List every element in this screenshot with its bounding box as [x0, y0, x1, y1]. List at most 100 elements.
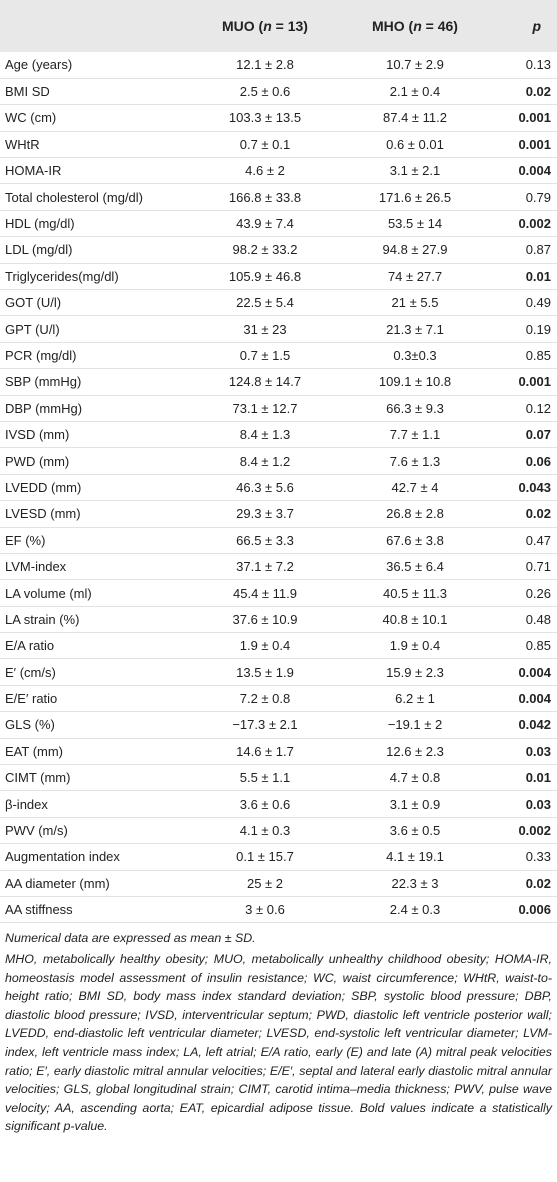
table-cell: −19.1 ± 2: [387, 717, 443, 733]
table-cell: 171.6 ± 26.5: [378, 189, 452, 205]
table-row: HDL (mg/dl) 43.9 ± 7.4 53.5 ± 14 0.002: [0, 210, 557, 237]
table-cell: 0.85: [525, 638, 551, 654]
table-cell: 15.9 ± 2.3: [386, 664, 444, 680]
table-row: Total cholesterol (mg/dl) 166.8 ± 33.8 171…: [0, 184, 557, 211]
table-row: GLS (%) −17.3 ± 2.1 −19.1 ± 2 0.042: [0, 712, 557, 739]
data-table: MUO (n = 13) MHO (n = 46) p Age (years) 12.…: [0, 0, 557, 923]
table-cell: β-index: [5, 796, 48, 812]
table-row: CIMT (mm) 5.5 ± 1.1 4.7 ± 0.8 0.01: [0, 765, 557, 791]
table-cell: LDL (mg/dl): [5, 242, 73, 258]
table-cell: 73.1 ± 12.7: [232, 400, 298, 416]
table-cell: 10.7 ± 2.9: [386, 57, 444, 73]
table-row: GPT (U/l) 31 ± 23 21.3 ± 7.1 0.19: [0, 316, 557, 343]
table-row: Augmentation index 0.1 ± 15.7 4.1 ± 19.1 0.…: [0, 844, 557, 871]
table-row: E/E′ ratio 7.2 ± 0.8 6.2 ± 1 0.004: [0, 685, 557, 712]
table-cell: 25 ± 2: [246, 875, 284, 891]
table-cell: 0.26: [525, 585, 551, 601]
table-cell: 0.1 ± 15.7: [236, 849, 294, 865]
table-cell: 98.2 ± 33.2: [232, 242, 298, 258]
table-cell: 22.5 ± 5.4: [236, 295, 294, 311]
table-cell: BMI SD: [5, 84, 50, 100]
table-cell: 0.002: [518, 823, 551, 839]
table-cell: 2.5 ± 0.6: [239, 84, 291, 100]
table-cell: 0.004: [518, 664, 551, 680]
table-cell: 0.006: [518, 902, 551, 918]
table-cell: 67.6 ± 3.8: [386, 532, 444, 548]
table-cell: LA strain (%): [5, 611, 80, 627]
table-cell: LA volume (ml): [5, 585, 92, 601]
table-cell: 0.85: [525, 347, 551, 363]
table-row: EF (%) 66.5 ± 3.3 67.6 ± 3.8 0.47: [0, 527, 557, 554]
table-row: LVEDD (mm) 46.3 ± 5.6 42.7 ± 4 0.043: [0, 474, 557, 501]
table-row: Triglycerides(mg/dl) 105.9 ± 46.8 74 ± 27.…: [0, 263, 557, 290]
table-cell: PWD (mm): [5, 453, 70, 469]
table-cell: WC (cm): [5, 110, 57, 126]
table-row: HOMA-IR 4.6 ± 2 3.1 ± 2.1 0.004: [0, 158, 557, 184]
table-cell: 0.043: [518, 479, 551, 495]
table-cell: 66.5 ± 3.3: [236, 532, 294, 548]
table-cell: WHtR: [5, 136, 40, 152]
header-text: n: [263, 18, 272, 34]
table-cell: 46.3 ± 5.6: [236, 479, 294, 495]
table-cell: 0.49: [525, 295, 551, 311]
table-cell: 0.042: [518, 717, 551, 733]
header-text: n: [413, 18, 422, 34]
table-row: LA volume (ml) 45.4 ± 11.9 40.5 ± 11.3 0.26: [0, 580, 557, 607]
table-cell: 29.3 ± 3.7: [236, 506, 294, 522]
table-cell: 74 ± 27.7: [387, 268, 443, 284]
table-cell: 124.8 ± 14.7: [228, 374, 302, 390]
table-cell: GLS (%): [5, 717, 55, 733]
table-cell: 0.06: [525, 453, 551, 469]
table-cell: 94.8 ± 27.9: [382, 242, 448, 258]
table-cell: 3.6 ± 0.6: [239, 796, 291, 812]
table-cell: 3.6 ± 0.5: [389, 823, 441, 839]
header-cell: MUO (n = 13): [190, 0, 340, 52]
table-cell: 13.5 ± 1.9: [236, 664, 294, 680]
table-cell: EF (%): [5, 532, 46, 548]
table-cell: 7.7 ± 1.1: [389, 427, 441, 443]
table-row: LVM-index 37.1 ± 7.2 36.5 ± 6.4 0.71: [0, 553, 557, 580]
table-cell: 105.9 ± 46.8: [228, 268, 302, 284]
header-cell: p: [490, 0, 557, 52]
table-cell: 0.03: [525, 743, 551, 759]
table-cell: 0.13: [525, 57, 551, 73]
table-cell: SBP (mmHg): [5, 374, 82, 390]
table-cell: 8.4 ± 1.3: [239, 427, 291, 443]
table-cell: DBP (mmHg): [5, 400, 83, 416]
table-cell: Triglycerides(mg/dl): [5, 268, 119, 284]
table-cell: 40.8 ± 10.1: [382, 611, 448, 627]
table-cell: 0.71: [525, 559, 551, 575]
table-row: WHtR 0.7 ± 0.1 0.6 ± 0.01 0.001: [0, 131, 557, 158]
table-cell: 0.004: [518, 691, 551, 707]
table-cell: Age (years): [5, 57, 73, 73]
table-cell: 0.19: [525, 321, 551, 337]
table-cell: 8.4 ± 1.2: [239, 453, 291, 469]
table-cell: 31 ± 23: [243, 321, 287, 337]
table-cell: LVM-index: [5, 559, 67, 575]
table-cell: 2.4 ± 0.3: [389, 902, 441, 918]
table-cell: 87.4 ± 11.2: [383, 110, 447, 126]
table-row: Age (years) 12.1 ± 2.8 10.7 ± 2.9 0.13: [0, 52, 557, 79]
table-row: PWD (mm) 8.4 ± 1.2 7.6 ± 1.3 0.06: [0, 448, 557, 475]
table-row: AA diameter (mm) 25 ± 2 22.3 ± 3 0.02: [0, 870, 557, 897]
table-cell: 0.01: [525, 268, 551, 284]
table-cell: 0.02: [525, 875, 551, 891]
table-cell: 109.1 ± 10.8: [378, 374, 452, 390]
table-row: GOT (U/l) 22.5 ± 5.4 21 ± 5.5 0.49: [0, 290, 557, 316]
table-row: E′ (cm/s) 13.5 ± 1.9 15.9 ± 2.3 0.004: [0, 659, 557, 686]
header-text: = 13): [271, 18, 308, 34]
table-cell: 6.2 ± 1: [395, 691, 435, 707]
table-cell: 4.7 ± 0.8: [389, 770, 441, 786]
table-cell: 45.4 ± 11.9: [233, 585, 297, 601]
table-cell: 0.12: [525, 400, 551, 416]
table-cell: 22.3 ± 3: [391, 875, 439, 891]
table-row: AA stiffness 3 ± 0.6 2.4 ± 0.3 0.006: [0, 897, 557, 923]
header-text: p: [532, 18, 541, 34]
table-cell: 3.1 ± 0.9: [389, 796, 441, 812]
table-cell: 66.3 ± 9.3: [386, 400, 444, 416]
table-row: LA strain (%) 37.6 ± 10.9 40.8 ± 10.1 0.48: [0, 606, 557, 633]
table-cell: 37.1 ± 7.2: [236, 559, 294, 575]
table-cell: AA diameter (mm): [5, 875, 110, 891]
table-row: β-index 3.6 ± 0.6 3.1 ± 0.9 0.03: [0, 791, 557, 818]
